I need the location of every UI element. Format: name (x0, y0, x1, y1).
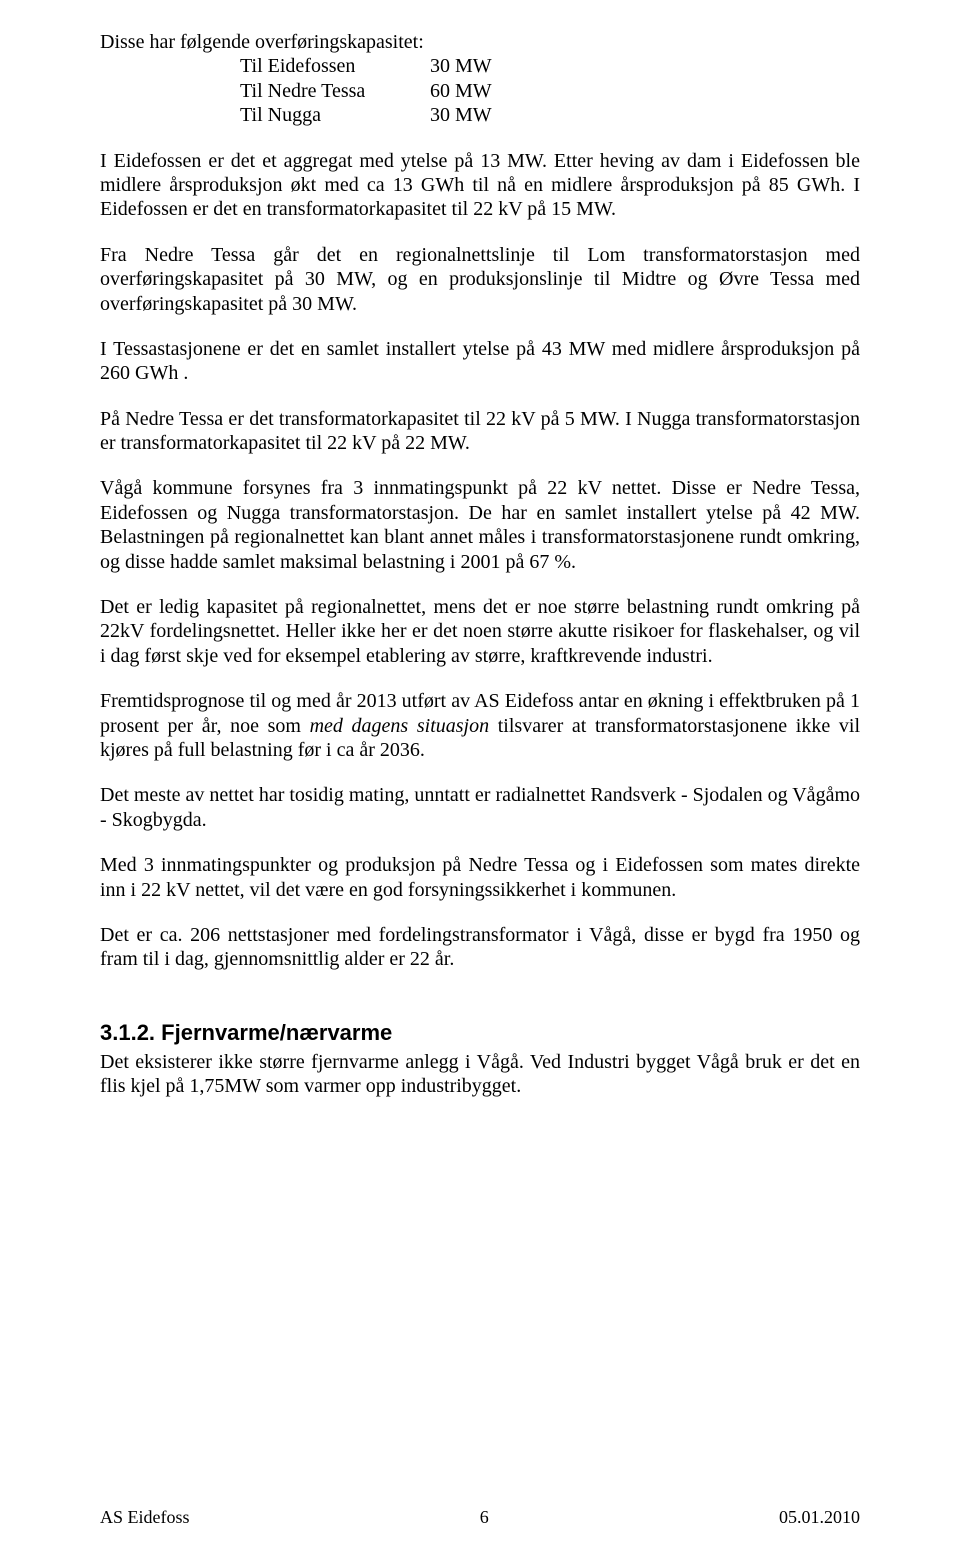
footer-left: AS Eidefoss (100, 1507, 190, 1528)
document-page: Disse har følgende overføringskapasitet:… (0, 0, 960, 1558)
body-paragraph: I Eidefossen er det et aggregat med ytel… (100, 149, 860, 222)
capacity-row: Til Nedre Tessa 60 MW (100, 79, 860, 103)
body-paragraph: Det er ledig kapasitet på regionalnettet… (100, 595, 860, 668)
body-paragraph: Det er ca. 206 nettstasjoner med fordeli… (100, 923, 860, 972)
section-heading: 3.1.2. Fjernvarme/nærvarme (100, 1020, 860, 1046)
body-paragraph: På Nedre Tessa er det transformatorkapas… (100, 407, 860, 456)
capacity-label: Til Nedre Tessa (100, 79, 430, 103)
body-paragraph-prognose: Fremtidsprognose til og med år 2013 utfø… (100, 689, 860, 762)
capacity-value: 30 MW (430, 103, 492, 127)
capacity-label: Til Nugga (100, 103, 430, 127)
capacity-value: 30 MW (430, 54, 492, 78)
capacity-label: Til Eidefossen (100, 54, 430, 78)
capacity-row: Til Eidefossen 30 MW (100, 54, 860, 78)
footer-date: 05.01.2010 (779, 1507, 860, 1528)
prognose-italic: med dagens situasjon (310, 715, 490, 737)
capacity-value: 60 MW (430, 79, 492, 103)
footer-page-number: 6 (480, 1507, 489, 1528)
body-paragraph: Med 3 innmatingspunkter og produksjon på… (100, 853, 860, 902)
body-paragraph: I Tessastasjonene er det en samlet insta… (100, 337, 860, 386)
intro-line: Disse har følgende overføringskapasitet: (100, 30, 860, 54)
body-paragraph: Det meste av nettet har tosidig mating, … (100, 783, 860, 832)
body-paragraph: Vågå kommune forsynes fra 3 innmatingspu… (100, 476, 860, 574)
body-paragraph: Fra Nedre Tessa går det en regionalnetts… (100, 243, 860, 316)
page-footer: AS Eidefoss 6 05.01.2010 (100, 1507, 860, 1528)
section-body: Det eksisterer ikke større fjernvarme an… (100, 1050, 860, 1099)
capacity-row: Til Nugga 30 MW (100, 103, 860, 127)
